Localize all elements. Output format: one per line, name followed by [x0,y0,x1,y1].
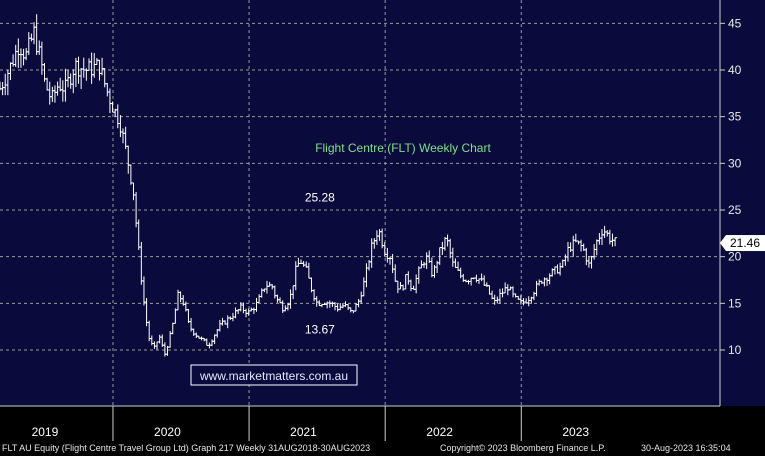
y-tick-label: 30 [728,156,742,170]
price-annotation: 13.67 [305,323,335,337]
y-tick-label: 45 [728,16,742,30]
x-year-label: 2020 [154,425,181,439]
price-chart: 10 15 20 25 30 35 40 45 2019 2020 2021 2022 2023 25.2… [0,0,765,441]
watermark-text: www.marketmatters.com.au [199,369,348,383]
x-year-label: 2019 [32,425,59,439]
y-tick-label: 15 [728,296,742,310]
y-tick-label: 35 [728,110,742,124]
x-year-label: 2022 [426,425,453,439]
x-axis-band [0,406,765,441]
plot-background [0,0,720,406]
footer-security-info: FLT AU Equity (Flight Centre Travel Grou… [2,443,371,453]
watermark-box [190,364,358,386]
footer-copyright: Copyright© 2023 Bloomberg Finance L.P. [440,443,606,453]
x-year-label: 2023 [562,425,589,439]
footer-timestamp: 30-Aug-2023 16:35:04 [641,443,731,453]
y-tick-label: 40 [728,63,742,77]
last-price-box [726,235,765,252]
chart-title: Flight Centre (FLT) Weekly Chart [315,141,491,155]
y-tick-label: 20 [728,250,742,264]
price-annotation: 25.28 [305,190,335,204]
y-tick-label: 10 [728,343,742,357]
last-price-label: 21.46 [730,236,760,250]
y-tick-label: 25 [728,203,742,217]
footer-bar: FLT AU Equity (Flight Centre Travel Grou… [0,441,765,456]
x-year-label: 2021 [290,425,317,439]
last-price-pointer [720,235,726,252]
